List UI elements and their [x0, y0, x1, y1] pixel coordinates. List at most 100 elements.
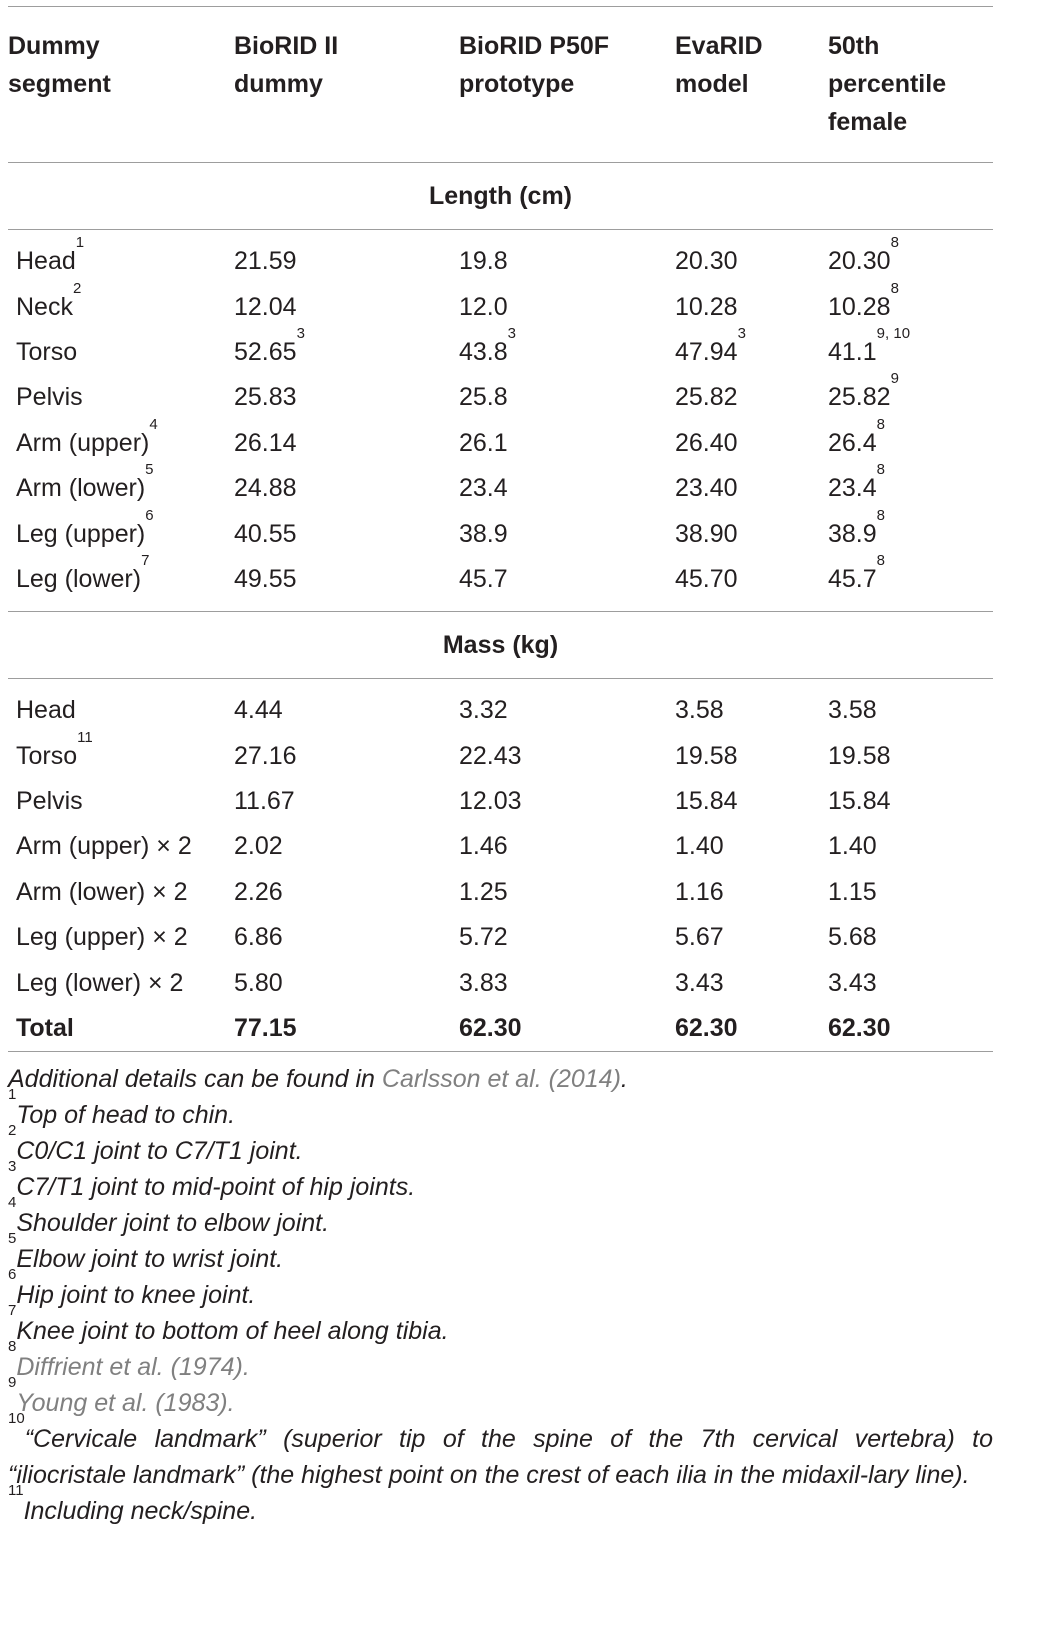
table-row: Leg (lower)7 49.55 45.7 45.70 45.78 [8, 551, 993, 602]
footnote-marker: 1 [75, 234, 85, 252]
footnote-marker: 8 [890, 234, 899, 252]
row-label: Total [8, 1005, 234, 1053]
table-cell: 25.829 [828, 370, 899, 412]
table-row: Pelvis 11.67 12.03 15.84 15.84 [8, 779, 993, 824]
footnote-4: 4Shoulder joint to elbow joint. [8, 1194, 330, 1238]
table-cell: 21.59 [234, 247, 297, 276]
table-page: Dummy segment BioRID II dummy BioRID P50F p… [8, 6, 993, 1529]
footnote-marker: 7 [141, 551, 150, 569]
table-cell: 3.58 [675, 696, 724, 725]
table-cell: 45.70 [675, 564, 738, 593]
row-label: Leg (upper) × 2 [16, 923, 188, 952]
footnote-1: 1Top of head to chin. [8, 1086, 236, 1130]
header-biorid-p50f: BioRID P50F prototype [459, 6, 675, 163]
row-label: Neck2 [16, 279, 82, 321]
table-cell: 5.72 [459, 923, 508, 952]
table-cell: 3.58 [828, 696, 877, 725]
row-label: Pelvis [16, 383, 83, 412]
row-label: Arm (upper) × 2 [16, 832, 192, 861]
footnote-marker: 5 [145, 461, 154, 479]
footnote-marker: 8 [876, 551, 886, 569]
table-cell: 45.78 [828, 551, 886, 593]
footnote-10: 10“Cervicale landmark” (superior tip of … [8, 1410, 993, 1490]
table-row: Arm (upper)4 26.14 26.1 26.40 26.48 [8, 415, 993, 466]
footnote-9: 9Young et al. (1983). [8, 1374, 235, 1418]
section-title-length: Length (cm) [8, 162, 993, 230]
table-cell: 1.25 [459, 877, 508, 906]
table-row: Head 4.44 3.32 3.58 3.58 [8, 688, 993, 733]
table-cell: 38.90 [675, 519, 738, 548]
table-cell: 62.30 [828, 1005, 993, 1053]
table-cell: 20.308 [828, 234, 899, 276]
table-cell: 26.1 [459, 428, 508, 457]
table-cell: 23.48 [828, 461, 886, 503]
table-cell: 25.82 [675, 383, 738, 412]
table-cell: 47.943 [675, 324, 746, 366]
header-50th-female: 50th percentile female [828, 6, 993, 163]
table-cell: 20.30 [675, 247, 738, 276]
row-label: Arm (lower) × 2 [16, 877, 188, 906]
footnote-marker: 9 [890, 370, 899, 388]
table-cell: 12.0 [459, 292, 508, 321]
row-label: Leg (upper)6 [16, 506, 154, 548]
reference-link-carlsson[interactable]: Carlsson et al. (2014) [381, 1065, 621, 1094]
row-label: Head1 [16, 234, 85, 276]
footnote-3: 3C7/T1 joint to mid-point of hip joints. [8, 1158, 416, 1202]
footnote-marker: 8 [876, 461, 886, 479]
table-row: Leg (lower) × 2 5.80 3.83 3.43 3.43 [8, 960, 993, 1005]
table-cell: 3.43 [675, 968, 724, 997]
table-cell: 38.98 [828, 506, 886, 548]
table-cell: 24.88 [234, 474, 297, 503]
table-cell: 26.48 [828, 415, 886, 457]
header-biorid-ii: BioRID II dummy [234, 6, 459, 163]
table-row: Leg (upper)6 40.55 38.9 38.90 38.98 [8, 506, 993, 556]
table-cell: 5.80 [234, 968, 283, 997]
row-label: Leg (lower) × 2 [16, 968, 184, 997]
table-cell: 15.84 [675, 787, 738, 816]
section-title-mass: Mass (kg) [8, 611, 993, 680]
row-label: Pelvis [16, 787, 83, 816]
table-cell: 12.03 [459, 787, 522, 816]
table-cell: 5.67 [675, 923, 724, 952]
table-cell: 23.4 [459, 474, 508, 503]
row-label: Torso11 [16, 728, 93, 770]
table-cell: 27.16 [234, 741, 297, 770]
table-row: Head1 21.59 19.8 20.30 20.308 [8, 234, 993, 284]
table-cell: 52.653 [234, 324, 305, 366]
footnote-2: 2C0/C1 joint to C7/T1 joint. [8, 1122, 303, 1166]
table-cell: 19.8 [459, 247, 508, 276]
footnote-marker: 8 [890, 279, 899, 297]
footnote-marker: 3 [507, 324, 517, 342]
table-cell: 3.43 [828, 968, 877, 997]
table-cell: 45.7 [459, 564, 508, 593]
row-label: Arm (upper)4 [16, 415, 158, 457]
mass-section: Mass (kg) Head 4.44 3.32 3.58 3.58 Torso11 27.… [8, 602, 993, 1053]
table-cell: 5.68 [828, 923, 877, 952]
footnote-marker: 11 [77, 728, 93, 746]
footnote-marker: 9, 10 [876, 324, 911, 342]
header-row: Dummy segment BioRID II dummy BioRID P50F p… [8, 6, 993, 163]
footnote-marker: 3 [296, 324, 305, 342]
table-cell: 49.55 [234, 564, 297, 593]
table-cell: 43.83 [459, 324, 517, 366]
row-label: Head [16, 696, 76, 725]
table-cell: 62.30 [675, 1005, 828, 1053]
table-row: Neck2 12.04 12.0 10.28 10.288 [8, 279, 993, 329]
table-cell: 19.58 [828, 741, 891, 770]
footnote-marker: 6 [145, 506, 154, 524]
table-cell: 3.32 [459, 696, 508, 725]
total-row: Total 77.15 62.30 62.30 62.30 [8, 1005, 993, 1053]
table-cell: 1.46 [459, 832, 508, 861]
footnote-marker: 8 [876, 415, 886, 433]
table-cell: 4.44 [234, 696, 283, 725]
footnote-marker: 2 [72, 279, 82, 297]
reference-link[interactable]: Diffrient et al. (1974). [16, 1353, 250, 1382]
table-cell: 10.288 [828, 279, 899, 321]
table-row: Arm (upper) × 2 2.02 1.46 1.40 1.40 [8, 824, 993, 869]
table-row: Torso11 27.16 22.43 19.58 19.58 [8, 728, 993, 779]
table-cell: 25.83 [234, 383, 297, 412]
table-cell: 15.84 [828, 787, 891, 816]
table-cell: 26.40 [675, 428, 738, 457]
reference-link[interactable]: Young et al. (1983). [16, 1389, 235, 1418]
table-cell: 1.16 [675, 877, 724, 906]
